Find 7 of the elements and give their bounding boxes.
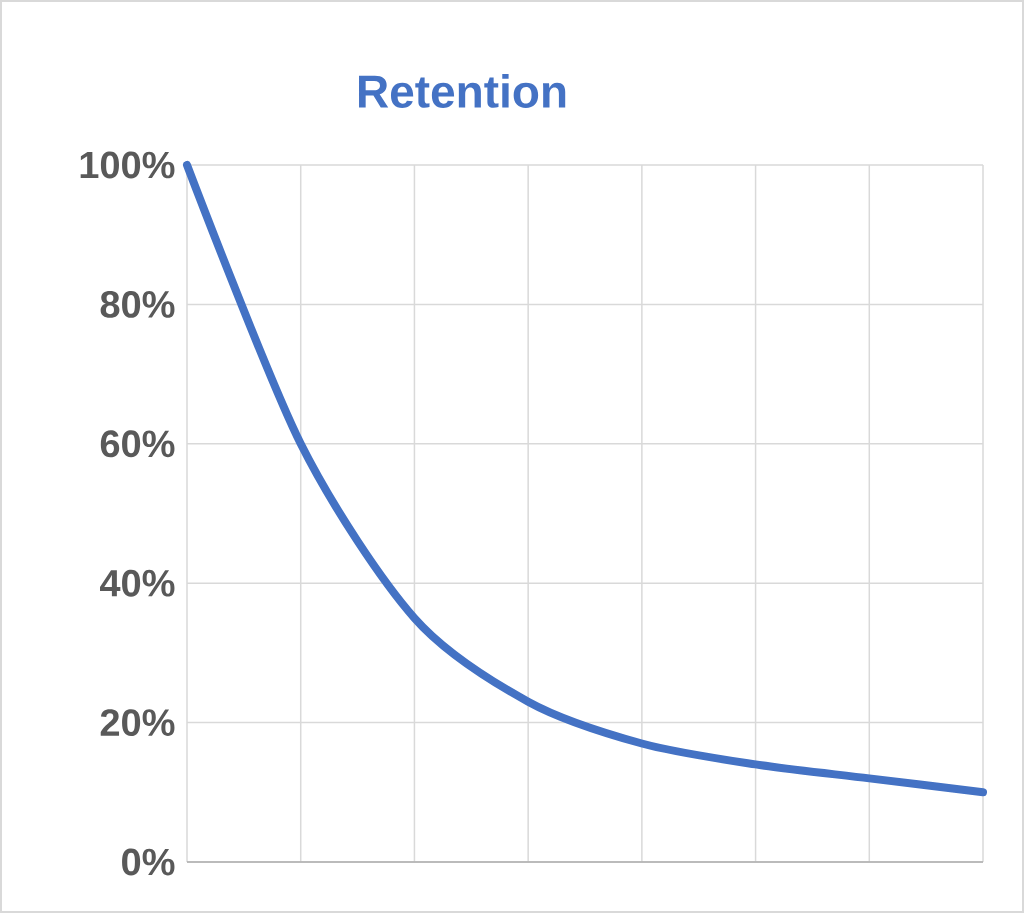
y-tick-label: 20% [100,709,175,737]
y-tick-label: 100% [80,151,175,179]
y-tick-label: 40% [100,569,175,597]
y-tick-label: 0% [122,848,175,876]
chart-title: Retention [359,74,566,108]
y-tick-label: 60% [100,430,175,458]
y-tick-label: 80% [100,290,175,318]
